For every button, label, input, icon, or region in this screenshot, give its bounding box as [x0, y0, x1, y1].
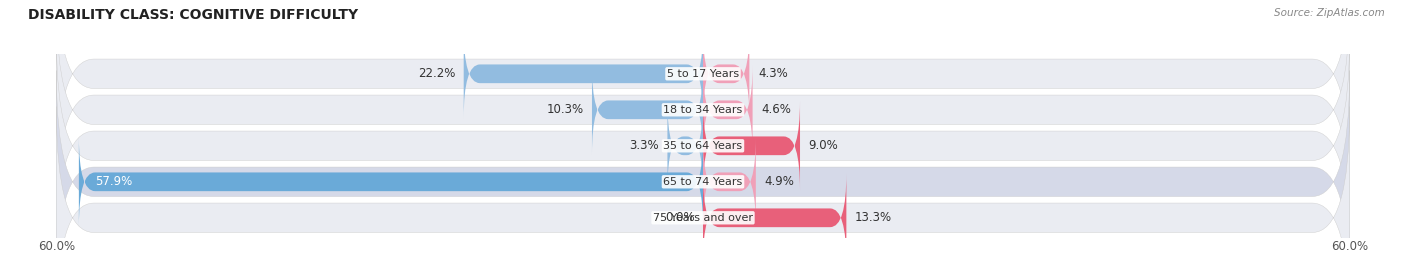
FancyBboxPatch shape	[56, 0, 1350, 185]
FancyBboxPatch shape	[703, 173, 846, 262]
FancyBboxPatch shape	[56, 70, 1350, 270]
FancyBboxPatch shape	[464, 29, 703, 119]
FancyBboxPatch shape	[703, 29, 749, 119]
Text: 4.6%: 4.6%	[761, 103, 792, 116]
FancyBboxPatch shape	[56, 0, 1350, 221]
FancyBboxPatch shape	[703, 65, 752, 154]
Legend: Male, Female: Male, Female	[638, 268, 768, 270]
Text: 57.9%: 57.9%	[96, 175, 132, 188]
Text: 18 to 34 Years: 18 to 34 Years	[664, 105, 742, 115]
Text: Source: ZipAtlas.com: Source: ZipAtlas.com	[1274, 8, 1385, 18]
Text: 65 to 74 Years: 65 to 74 Years	[664, 177, 742, 187]
Text: 3.3%: 3.3%	[628, 139, 659, 152]
FancyBboxPatch shape	[79, 137, 703, 227]
Text: 13.3%: 13.3%	[855, 211, 893, 224]
Text: DISABILITY CLASS: COGNITIVE DIFFICULTY: DISABILITY CLASS: COGNITIVE DIFFICULTY	[28, 8, 359, 22]
FancyBboxPatch shape	[592, 65, 703, 154]
FancyBboxPatch shape	[703, 137, 756, 227]
Text: 5 to 17 Years: 5 to 17 Years	[666, 69, 740, 79]
Text: 0.0%: 0.0%	[665, 211, 695, 224]
FancyBboxPatch shape	[56, 35, 1350, 257]
Text: 75 Years and over: 75 Years and over	[652, 213, 754, 223]
FancyBboxPatch shape	[56, 107, 1350, 270]
FancyBboxPatch shape	[668, 101, 703, 190]
Text: 10.3%: 10.3%	[546, 103, 583, 116]
Text: 4.3%: 4.3%	[758, 67, 787, 80]
Text: 4.9%: 4.9%	[765, 175, 794, 188]
Text: 35 to 64 Years: 35 to 64 Years	[664, 141, 742, 151]
FancyBboxPatch shape	[703, 101, 800, 190]
Text: 22.2%: 22.2%	[418, 67, 456, 80]
Text: 9.0%: 9.0%	[808, 139, 838, 152]
